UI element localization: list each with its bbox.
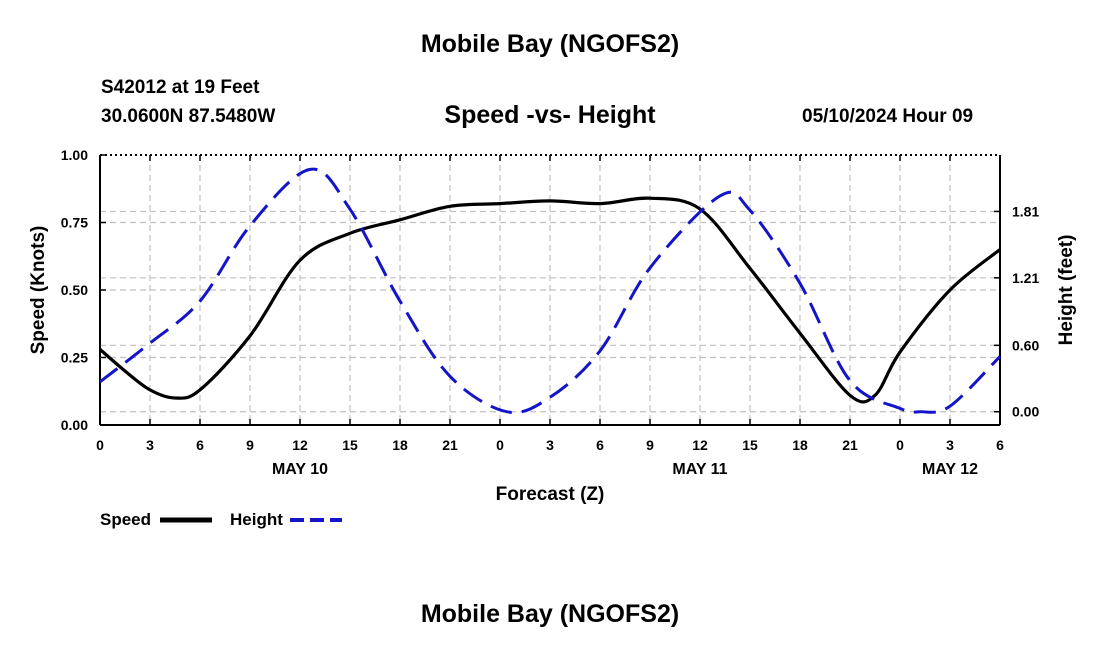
legend-speed-label: Speed [100,510,151,529]
x-tick-label: 6 [196,437,204,453]
x-tick-label: 21 [442,437,458,453]
chart-title: Speed -vs- Height [444,101,656,129]
x-tick-label: 12 [292,437,308,453]
x-axis-label: Forecast (Z) [496,484,605,505]
page-title: Mobile Bay (NGOFS2) [420,30,680,58]
x-tick-label: 3 [546,437,554,453]
x-tick-label: 0 [496,437,504,453]
station-label: S42012 at 19 Feet [101,77,260,98]
x-tick-label: 21 [842,437,858,453]
x-tick-label: 0 [896,437,904,453]
y-tick-label-right: 0.60 [1012,337,1039,353]
y-tick-label-right: 1.21 [1012,270,1039,286]
x-tick-label: 3 [946,437,954,453]
y-tick-label-left: 0.75 [61,215,88,231]
x-tick-label: 9 [646,437,654,453]
series-line-speed [98,196,1002,404]
x-tick-label: 18 [792,437,808,453]
legend: Speed Height [100,510,342,529]
footer-title: Mobile Bay (NGOFS2) [420,600,680,628]
y-axis-label-left: Speed (Knots) [28,226,49,355]
x-tick-label: 6 [596,437,604,453]
y-tick-label-left: 0.50 [61,282,88,298]
station-coordinates: 30.0600N 87.5480W [101,106,276,127]
x-tick-label: 18 [392,437,408,453]
series-layer [98,167,1002,415]
date-label: MAY 10 [272,461,328,478]
date-label: MAY 11 [672,461,727,478]
y-axis-label-right: Height (feet) [1056,235,1077,346]
y-tick-label-left: 0.25 [61,350,88,366]
axis-ticks: 0 3 6 9 12 15 18 21 0 3 6 9 12 15 18 21 0 3 6 0.00 0.25 0.50 0… [61,147,1040,478]
x-tick-label: 0 [96,437,104,453]
y-tick-label-right: 0.00 [1012,404,1039,420]
chart-grid [100,155,1000,425]
x-tick-label: 6 [996,437,1004,453]
y-tick-label-left: 1.00 [61,147,88,163]
y-tick-label-right: 1.81 [1012,203,1039,219]
legend-height-label: Height [230,510,283,529]
x-tick-label: 12 [692,437,708,453]
x-tick-label: 15 [342,437,358,453]
forecast-datetime: 05/10/2024 Hour 09 [802,106,974,127]
x-tick-label: 3 [146,437,154,453]
x-tick-label: 15 [742,437,758,453]
date-label: MAY 12 [922,461,978,478]
y-tick-label-left: 0.00 [61,417,88,433]
x-tick-label: 9 [246,437,254,453]
series-line-height [99,167,1002,415]
